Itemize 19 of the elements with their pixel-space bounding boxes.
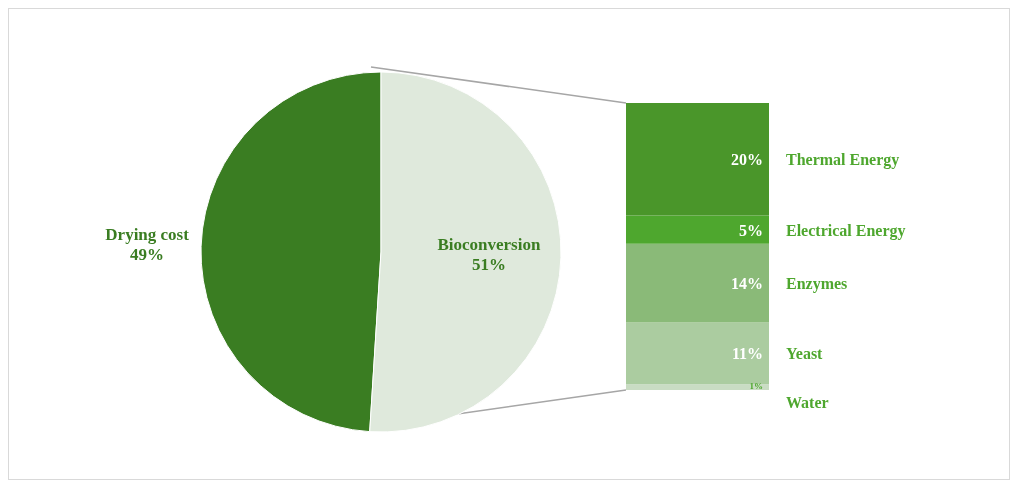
bar [626, 215, 769, 244]
bar [626, 322, 769, 385]
data-label: 20% [731, 151, 763, 169]
data-label: 1% [749, 381, 763, 391]
series-label: Thermal Energy [786, 151, 900, 170]
bar [626, 103, 769, 216]
slice-label: Drying cost [105, 224, 190, 244]
series-label: Yeast [786, 345, 824, 363]
slice-label: Bioconversion [437, 235, 541, 255]
series-label: Electrical Energy [786, 221, 906, 240]
data-label: 11% [731, 345, 763, 363]
data-label: 5% [739, 221, 763, 239]
data-label: 51% [471, 255, 506, 275]
series-label: Water [786, 394, 829, 411]
series-label: Enzymes [786, 275, 848, 294]
bar [626, 384, 769, 390]
data-label: 14% [731, 275, 763, 293]
data-label: 49% [130, 244, 165, 264]
bar [626, 243, 769, 323]
